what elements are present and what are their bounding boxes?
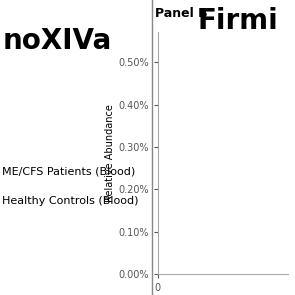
Text: Panel B: Panel B [155,7,207,20]
Y-axis label: Relative Abundance: Relative Abundance [105,104,115,202]
Text: Firmi: Firmi [198,7,278,35]
Text: ME/CFS Patients (Blood): ME/CFS Patients (Blood) [1,166,135,176]
Text: Healthy Controls (Blood): Healthy Controls (Blood) [1,196,138,206]
Text: noXIVa: noXIVa [3,27,112,55]
